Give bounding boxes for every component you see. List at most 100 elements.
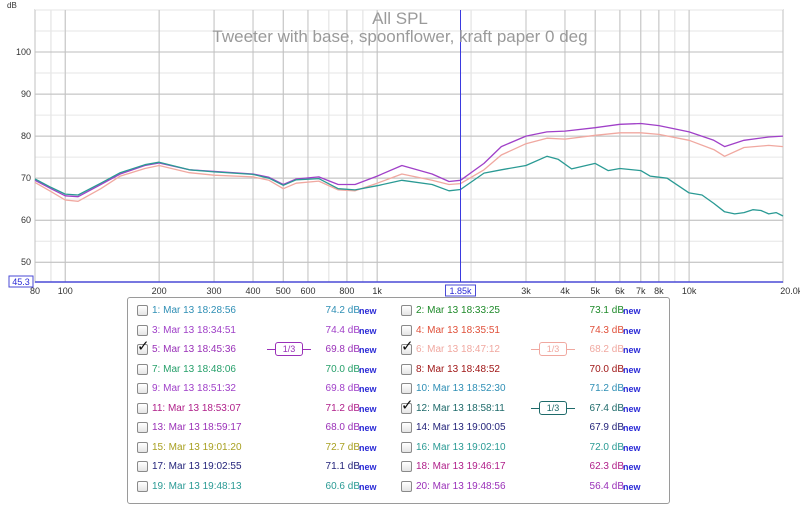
x-tick-label: 1k: [372, 286, 382, 296]
legend-row: 17: Mar 13 19:02:55 71.1 dB new: [128, 458, 388, 476]
y-cursor-label: 45.3: [12, 277, 30, 287]
measurement-checkbox[interactable]: [137, 402, 148, 414]
measurement-name[interactable]: 11: Mar 13 18:53:07: [152, 402, 241, 414]
new-badge: new: [623, 423, 641, 433]
measurement-level: 60.6 dB: [325, 480, 360, 492]
x-tick-label: 500: [276, 286, 291, 296]
legend-row: 9: Mar 13 18:51:32 69.8 dB new: [128, 380, 388, 398]
measurement-checkbox[interactable]: [401, 422, 412, 433]
x-tick-label: 300: [207, 286, 222, 296]
checkmark-icon: ✓: [401, 395, 414, 414]
measurement-level: 68.2 dB: [589, 344, 624, 355]
measurement-level: 71.2 dB: [589, 383, 624, 394]
legend-row: 14: Mar 13 19:00:05 67.9 dB new: [392, 419, 652, 437]
new-badge: new: [359, 364, 377, 375]
new-badge: new: [359, 325, 377, 336]
measurement-level: 62.3 dB: [589, 461, 624, 472]
measurement-checkbox[interactable]: [401, 480, 412, 492]
measurement-name[interactable]: 14: Mar 13 19:00:05: [416, 422, 506, 433]
measurement-checkbox[interactable]: [137, 383, 148, 394]
y-axis-label: dB: [7, 1, 17, 10]
legend-row: 8: Mar 13 18:48:52 70.0 dB new: [392, 361, 652, 379]
x-tick-label: 8k: [654, 286, 664, 296]
measurement-level: 70.0 dB: [325, 363, 360, 375]
measurement-name[interactable]: 3: Mar 13 18:34:51: [152, 324, 236, 336]
measurement-level: 74.2 dB: [325, 305, 360, 316]
measurement-name[interactable]: 9: Mar 13 18:51:32: [152, 383, 236, 394]
new-badge: new: [359, 442, 377, 453]
measurement-checkbox[interactable]: [137, 461, 148, 472]
measurement-name[interactable]: 5: Mar 13 18:45:36: [152, 344, 236, 355]
legend-row: 15: Mar 13 19:01:20 72.7 dB new: [128, 439, 388, 457]
measurement-checkbox[interactable]: [401, 305, 412, 316]
measurement-checkbox[interactable]: ✓: [401, 397, 414, 414]
new-badge: new: [359, 306, 377, 316]
measurement-name[interactable]: 19: Mar 13 19:48:13: [152, 480, 242, 492]
x-tick-label: 4k: [560, 286, 570, 296]
measurement-checkbox[interactable]: [401, 441, 412, 453]
measurement-checkbox[interactable]: [401, 461, 412, 472]
measurement-checkbox[interactable]: [137, 422, 148, 433]
legend-panel: 1: Mar 13 18:28:56 74.2 dB new 3: Mar 13 18…: [127, 297, 670, 504]
x-tick-label: 80: [30, 286, 40, 296]
measurement-checkbox[interactable]: [401, 363, 412, 375]
new-badge: new: [623, 442, 641, 453]
smoothing-button[interactable]: 1/3: [531, 400, 575, 415]
new-badge: new: [359, 403, 377, 414]
series-line: [34, 122, 784, 198]
measurement-checkbox[interactable]: ✓: [401, 339, 414, 355]
new-badge: new: [359, 345, 377, 355]
legend-row: 18: Mar 13 19:46:17 62.3 dB new: [392, 458, 652, 476]
measurement-name[interactable]: 12: Mar 13 18:58:11: [416, 402, 505, 414]
measurement-checkbox[interactable]: [137, 324, 148, 336]
legend-row: ✓ 5: Mar 13 18:45:36 1/3 69.8 dB new: [128, 339, 388, 359]
measurement-name[interactable]: 10: Mar 13 18:52:30: [416, 383, 506, 394]
x-tick-label: 200: [152, 286, 167, 296]
smoothing-button[interactable]: 1/3: [531, 342, 575, 356]
measurement-level: 70.0 dB: [589, 363, 624, 375]
measurement-name[interactable]: 20: Mar 13 19:48:56: [416, 480, 506, 492]
measurement-checkbox[interactable]: [401, 383, 412, 394]
y-cursor-box: [8, 275, 34, 288]
legend-row: ✓ 6: Mar 13 18:47:12 1/3 68.2 dB new: [392, 339, 652, 359]
legend-row: 4: Mar 13 18:35:51 74.3 dB new: [392, 322, 652, 340]
measurement-checkbox[interactable]: [137, 305, 148, 316]
measurement-checkbox[interactable]: [137, 441, 148, 453]
y-tick-label: 80: [21, 131, 31, 141]
legend-row: 10: Mar 13 18:52:30 71.2 dB new: [392, 380, 652, 398]
x-tick-label: 6k: [615, 286, 625, 296]
x-tick-label: 100: [58, 286, 73, 296]
measurement-checkbox[interactable]: [401, 324, 412, 336]
series-line: [34, 155, 784, 217]
measurement-checkbox[interactable]: [137, 363, 148, 375]
new-badge: new: [623, 306, 641, 316]
measurement-name[interactable]: 18: Mar 13 19:46:17: [416, 461, 506, 472]
legend-row: ✓ 12: Mar 13 18:58:11 1/3 67.4 dB new: [392, 397, 652, 418]
legend-row: 1: Mar 13 18:28:56 74.2 dB new: [128, 302, 388, 320]
measurement-name[interactable]: 7: Mar 13 18:48:06: [152, 363, 236, 375]
measurement-name[interactable]: 16: Mar 13 19:02:10: [416, 441, 506, 453]
new-badge: new: [623, 345, 641, 355]
cursor[interactable]: 1.85k: [445, 10, 477, 297]
measurement-name[interactable]: 15: Mar 13 19:01:20: [152, 441, 242, 453]
new-badge: new: [623, 325, 641, 336]
measurement-checkbox[interactable]: [137, 480, 148, 492]
measurement-name[interactable]: 1: Mar 13 18:28:56: [152, 305, 236, 316]
measurement-checkbox[interactable]: ✓: [137, 339, 150, 355]
measurement-name[interactable]: 6: Mar 13 18:47:12: [416, 344, 500, 355]
freq-cursor-box[interactable]: [445, 284, 477, 297]
measurement-name[interactable]: 13: Mar 13 18:59:17: [152, 422, 242, 433]
measurement-name[interactable]: 2: Mar 13 18:33:25: [416, 305, 500, 316]
measurement-name[interactable]: 8: Mar 13 18:48:52: [416, 363, 500, 375]
new-badge: new: [359, 423, 377, 433]
new-badge: new: [359, 481, 377, 492]
x-tick-label: 5k: [590, 286, 600, 296]
new-badge: new: [623, 462, 641, 472]
series-line: [34, 132, 784, 202]
measurement-name[interactable]: 4: Mar 13 18:35:51: [416, 324, 500, 336]
chart-title: All SPL: [372, 9, 428, 28]
axes: 50 60 70 80 90 100 80 100 200 300 400 500 600 800 1k 3k…: [8, 47, 800, 296]
measurement-level: 71.2 dB: [325, 402, 360, 414]
measurement-name[interactable]: 17: Mar 13 19:02:55: [152, 461, 242, 472]
smoothing-button[interactable]: 1/3: [267, 342, 311, 356]
